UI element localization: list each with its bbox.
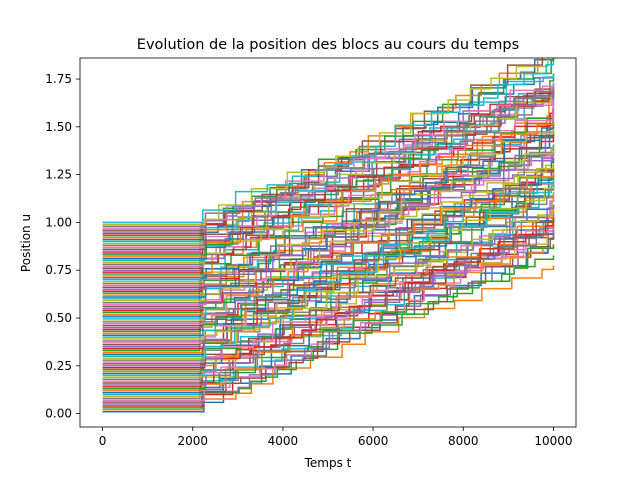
- series-line: [102, 174, 555, 333]
- series-line: [102, 184, 555, 340]
- series-line: [102, 184, 555, 352]
- series-line: [102, 87, 555, 227]
- x-tick-label: 10000: [534, 434, 572, 448]
- series-line: [102, 89, 555, 262]
- series-line: [102, 265, 555, 411]
- y-tick-label: 0.00: [45, 407, 72, 421]
- series-line: [102, 120, 555, 258]
- series-line: [102, 85, 555, 250]
- series-line: [102, 224, 555, 380]
- series-line: [102, 149, 555, 283]
- y-tick-label: 1.00: [45, 215, 72, 229]
- plot-frame: [79, 57, 577, 428]
- series-line: [102, 230, 555, 405]
- x-tick-label: 8000: [448, 434, 479, 448]
- x-axis-label: Temps t: [304, 456, 352, 470]
- series-line: [102, 73, 555, 243]
- series-line: [102, 124, 555, 279]
- y-axis: 0.00 0.25 0.50 0.75 1.00 1.25 1.50 1.75: [45, 72, 80, 421]
- series-line: [102, 148, 555, 304]
- series-line: [102, 166, 555, 327]
- y-tick-label: 0.25: [45, 359, 72, 373]
- series-line: [102, 192, 555, 361]
- x-axis: 0 2000 4000 6000 8000 10000: [99, 427, 573, 448]
- series-line: [102, 218, 555, 365]
- series-line: [102, 173, 555, 315]
- y-tick-label: 1.50: [45, 120, 72, 134]
- y-tick-label: 1.25: [45, 168, 72, 182]
- y-tick-label: 0.50: [45, 311, 72, 325]
- series-line: [102, 83, 555, 249]
- series-line: [102, 74, 555, 260]
- x-tick-label: 6000: [358, 434, 389, 448]
- series-line: [102, 205, 555, 375]
- y-axis-label: Position u: [19, 214, 33, 272]
- series-line: [102, 94, 555, 266]
- series-line: [102, 89, 555, 254]
- x-tick-label: 4000: [268, 434, 299, 448]
- series-line: [102, 131, 555, 291]
- y-tick-label: 0.75: [45, 263, 72, 277]
- series-line: [102, 60, 555, 224]
- series-lines: [102, 58, 555, 413]
- series-line: [102, 230, 555, 401]
- series-line: [102, 182, 555, 338]
- series-line: [102, 153, 555, 325]
- series-line: [102, 132, 555, 294]
- y-tick-label: 1.75: [45, 72, 72, 86]
- series-line: [102, 150, 555, 310]
- series-line: [102, 244, 555, 390]
- series-line: [102, 193, 555, 354]
- series-line: [102, 229, 555, 367]
- x-tick-label: 0: [99, 434, 107, 448]
- x-tick-label: 2000: [177, 434, 208, 448]
- chart-title: Evolution de la position des blocs au co…: [137, 37, 519, 53]
- series-line: [102, 58, 549, 226]
- series-line: [102, 204, 555, 348]
- series-line: [102, 178, 555, 319]
- series-line: [102, 180, 555, 344]
